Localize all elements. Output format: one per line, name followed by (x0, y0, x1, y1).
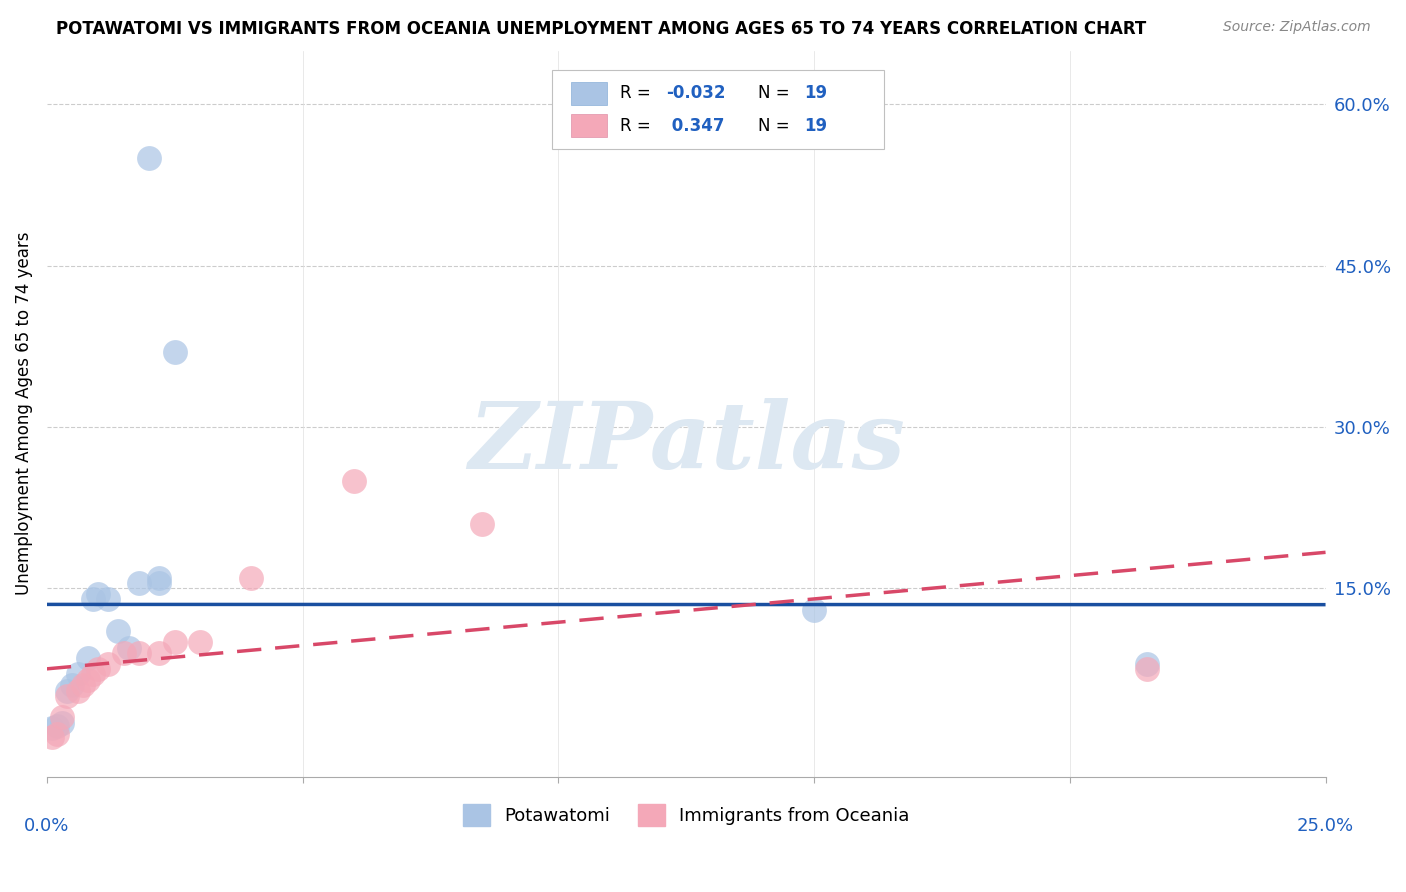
Point (87, 587, 110, 601)
Text: 25.0%: 25.0% (1296, 816, 1354, 835)
Point (803, 603, 825, 617)
Point (51, 715, 73, 730)
Point (188, 635, 211, 649)
Text: N =: N = (758, 84, 794, 102)
Point (56, 683, 79, 698)
Point (138, 151, 160, 165)
Point (471, 516, 494, 531)
Point (41, 721, 63, 735)
FancyBboxPatch shape (571, 114, 607, 137)
Text: N =: N = (758, 117, 794, 135)
Text: -0.032: -0.032 (666, 84, 725, 102)
Point (163, 635, 186, 649)
Text: 0.347: 0.347 (666, 117, 724, 135)
Point (240, 571, 263, 585)
Point (41, 730, 63, 744)
Point (72, 678, 94, 692)
Point (82, 667, 104, 681)
Point (62, 678, 84, 692)
Point (128, 576, 150, 591)
FancyBboxPatch shape (553, 70, 884, 149)
Point (148, 646, 170, 660)
Point (51, 710, 73, 724)
Text: R =: R = (620, 117, 655, 135)
Text: ZIPatlas: ZIPatlas (468, 398, 904, 488)
Point (76, 651, 98, 665)
Point (1135, 657, 1157, 671)
Point (163, 344, 186, 359)
Text: Source: ZipAtlas.com: Source: ZipAtlas.com (1223, 20, 1371, 34)
Point (56, 689, 79, 703)
Point (66, 667, 89, 681)
Point (107, 624, 129, 639)
Text: 19: 19 (804, 84, 827, 102)
FancyBboxPatch shape (571, 81, 607, 104)
Point (97, 592, 120, 607)
Point (66, 683, 89, 698)
Point (46, 726, 69, 740)
Text: POTAWATOMI VS IMMIGRANTS FROM OCEANIA UNEMPLOYMENT AMONG AGES 65 TO 74 YEARS COR: POTAWATOMI VS IMMIGRANTS FROM OCEANIA UN… (56, 20, 1146, 37)
Point (46, 719, 69, 733)
Text: 19: 19 (804, 117, 827, 135)
Y-axis label: Unemployment Among Ages 65 to 74 years: Unemployment Among Ages 65 to 74 years (15, 232, 32, 595)
Point (118, 640, 141, 655)
Point (82, 592, 104, 607)
Point (97, 657, 120, 671)
Point (87, 662, 110, 676)
Text: 0.0%: 0.0% (24, 816, 69, 835)
Point (76, 673, 98, 687)
Legend: Potawatomi, Immigrants from Oceania: Potawatomi, Immigrants from Oceania (456, 797, 917, 833)
Text: R =: R = (620, 84, 655, 102)
Point (128, 646, 150, 660)
Point (1135, 662, 1157, 676)
Point (148, 576, 170, 591)
Point (148, 571, 170, 585)
Point (112, 646, 135, 660)
Point (343, 474, 366, 488)
